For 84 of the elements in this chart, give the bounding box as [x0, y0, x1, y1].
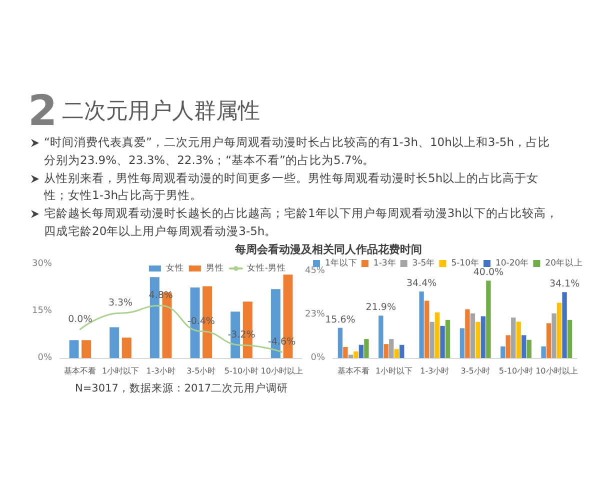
bar — [445, 320, 450, 358]
bar — [358, 344, 364, 358]
bar — [69, 340, 79, 358]
data-label: -0.4% — [187, 316, 215, 327]
y-tick-label: 45% — [304, 266, 326, 276]
data-label: 4.8% — [148, 290, 173, 302]
x-tick-label: 1-3小时 — [146, 366, 176, 376]
legend-label: 1-3年 — [373, 258, 396, 268]
bar — [500, 346, 506, 358]
x-tick-label: 3-5小时 — [460, 366, 490, 376]
data-label: 40.0% — [473, 267, 504, 278]
legend-label: 1年以下 — [325, 258, 358, 268]
data-label: 3.3% — [108, 298, 133, 309]
bar — [110, 327, 120, 358]
bar — [552, 313, 556, 358]
bar — [343, 346, 348, 358]
x-tick-label: 1小时以下 — [102, 366, 140, 376]
bar — [424, 300, 430, 358]
x-tick-label: 3-5小时 — [186, 366, 216, 376]
legend-label: 女性 — [166, 262, 184, 274]
bar — [338, 328, 343, 358]
legend-label: 5-10年 — [451, 258, 480, 268]
bar — [526, 340, 532, 358]
bar — [562, 292, 567, 358]
x-tick-label: 基本不看 — [64, 366, 96, 376]
text: 二次元用户人群属性 — [62, 98, 260, 126]
bar — [430, 322, 434, 358]
bar — [440, 326, 445, 358]
data-label: -3.2% — [228, 330, 256, 341]
bar — [122, 338, 132, 358]
x-tick-label: 5-10小时 — [224, 366, 259, 376]
bar — [480, 316, 486, 358]
bar — [470, 313, 476, 358]
text: 从性别来看，男性每周观看动漫的时间更多一些。男性每周观看动漫时长5h以上的占比高于女性；女性1-3h占比高于男性。 — [44, 170, 540, 204]
bar — [465, 309, 470, 358]
bar — [394, 349, 399, 358]
bar — [476, 322, 480, 358]
bar — [541, 346, 546, 358]
y-tick-label: 23% — [304, 310, 326, 320]
bar — [400, 344, 404, 358]
text: 2 — [28, 86, 58, 135]
bar — [378, 316, 384, 358]
bar — [556, 302, 562, 358]
data-label: 15.6% — [325, 314, 356, 326]
x-tick-label: 1-3小时 — [420, 366, 450, 376]
legend-label: 3-5年 — [412, 258, 436, 268]
x-tick-label: 5-10小时 — [498, 366, 534, 376]
text: 宅龄越长每周观看动漫时长越长的占比越高；宅龄1年以下用户每周观看动漫3h以下的占比较高，四成宅龄20年以上用户每周观看动漫3-5h。 — [44, 205, 559, 240]
y-tick-label: 0% — [310, 353, 326, 363]
bar — [384, 344, 388, 358]
bar — [567, 320, 572, 358]
data-label: 34.1% — [549, 278, 580, 290]
bar — [522, 335, 526, 358]
x-tick-label: 基本不看 — [337, 366, 370, 376]
x-tick-label: 10小时以上 — [260, 366, 303, 376]
y-tick-label: 0% — [38, 353, 52, 363]
bar — [364, 339, 369, 358]
data-label: 34.4% — [406, 278, 437, 289]
y-tick-label: 30% — [32, 259, 52, 269]
bar — [460, 328, 465, 358]
bar — [511, 318, 516, 358]
bar — [506, 335, 510, 358]
chart-title: 每周会看动漫及相关同人作品花费时间 — [234, 243, 422, 256]
bar — [434, 312, 440, 358]
y-tick-label: 15% — [32, 306, 52, 316]
x-tick-label: 1小时以下 — [375, 366, 413, 376]
text: N=3017，数据来源：2017二次元用户调研 — [75, 382, 288, 394]
bar — [354, 351, 358, 358]
legend-label: 女性-男性 — [246, 262, 286, 274]
bar — [546, 323, 552, 358]
legend-label: 10-20年 — [495, 258, 530, 268]
x-tick-label: 10小时以上 — [536, 366, 578, 376]
data-label: -4.6% — [268, 336, 296, 348]
bar — [419, 291, 424, 358]
bar — [486, 280, 491, 358]
data-label: 0.0% — [68, 314, 92, 325]
legend-label: 男性 — [206, 262, 224, 274]
data-label: 21.9% — [366, 302, 396, 314]
bar — [389, 339, 394, 358]
bar — [82, 340, 92, 358]
bar — [516, 322, 521, 358]
legend-label: 20年以上 — [545, 258, 584, 268]
bar — [348, 354, 354, 358]
text: “时间消费代表真爱”，二次元用户每周观看动漫时长占比较高的有1-3h、10h以上和3-5h，占比分别为23.9%、23.3%、22.3%；“基本不看”的占比为5.7%。 — [44, 134, 551, 169]
